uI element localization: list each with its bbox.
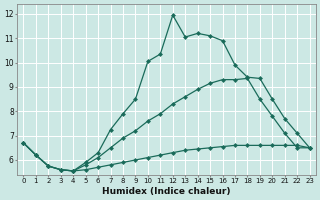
X-axis label: Humidex (Indice chaleur): Humidex (Indice chaleur) bbox=[102, 187, 231, 196]
